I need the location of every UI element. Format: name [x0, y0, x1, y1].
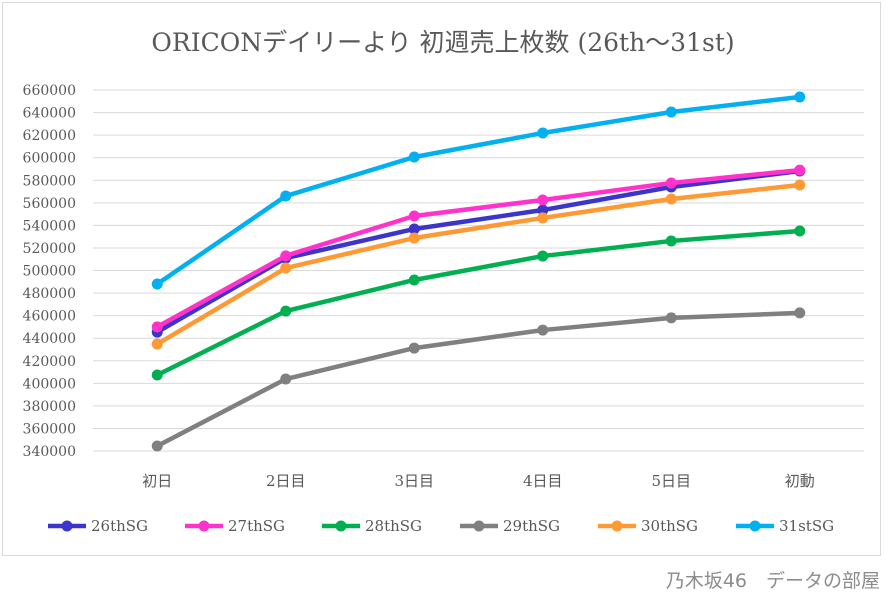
- legend-marker-28thSG: [335, 520, 347, 532]
- x-tick-label: 2日目: [266, 472, 306, 490]
- data-point-30thSG: [151, 338, 163, 350]
- y-tick-label: 360000: [23, 421, 76, 437]
- x-tick-label: 5日目: [651, 472, 691, 490]
- data-point-30thSG: [665, 193, 677, 205]
- data-point-30thSG: [280, 262, 292, 274]
- watermark: 乃木坂46 データの部屋: [665, 570, 880, 592]
- data-point-28thSG: [665, 235, 677, 247]
- data-point-27thSG: [280, 250, 292, 262]
- x-tick-label: 初動: [785, 472, 815, 490]
- legend-marker-27thSG: [198, 520, 210, 532]
- legend-label: 30thSG: [641, 517, 698, 535]
- y-tick-label: 480000: [23, 286, 76, 302]
- y-tick-label: 460000: [23, 309, 76, 325]
- data-point-27thSG: [537, 194, 549, 206]
- data-point-30thSG: [408, 232, 420, 244]
- chart-title: ORICONデイリーより 初週売上枚数 (26th〜31st): [151, 28, 734, 57]
- data-point-28thSG: [794, 225, 806, 237]
- series-line-26thSG: [156, 168, 801, 335]
- series-line-27thSG: [156, 167, 800, 329]
- data-point-29thSG: [280, 373, 292, 385]
- data-point-31stSG: [280, 190, 292, 202]
- legend-marker-31stSG: [749, 520, 761, 532]
- y-tick-label: 340000: [23, 444, 76, 460]
- data-point-30thSG: [537, 212, 549, 224]
- data-point-29thSG: [665, 312, 677, 324]
- data-point-29thSG: [408, 342, 420, 354]
- legend-marker-26thSG: [61, 520, 73, 532]
- data-point-28thSG: [408, 274, 420, 286]
- y-tick-label: 400000: [23, 376, 76, 392]
- data-point-31stSG: [794, 91, 806, 103]
- y-tick-label: 440000: [23, 331, 76, 347]
- x-tick-label: 初日: [142, 472, 172, 490]
- legend-marker-30thSG: [611, 520, 623, 532]
- data-point-26thSG: [408, 223, 420, 235]
- chart-frame: [2, 2, 881, 556]
- data-point-30thSG: [794, 179, 806, 191]
- y-tick-label: 540000: [23, 218, 76, 234]
- data-point-28thSG: [280, 305, 292, 317]
- data-point-27thSG: [408, 210, 420, 222]
- y-tick-label: 560000: [23, 196, 76, 212]
- series-line-30thSG: [156, 182, 800, 346]
- legend-label: 31stSG: [779, 517, 834, 535]
- x-tick-label: 4日目: [523, 472, 563, 490]
- legend-label: 26thSG: [91, 517, 148, 535]
- y-tick-label: 520000: [23, 241, 76, 257]
- data-point-27thSG: [794, 164, 806, 176]
- legend-marker-29thSG: [473, 520, 485, 532]
- data-point-31stSG: [151, 278, 163, 290]
- y-tick-label: 660000: [23, 83, 76, 99]
- series-line-28thSG: [156, 228, 800, 377]
- legend-label: 28thSG: [365, 517, 422, 535]
- data-point-31stSG: [665, 106, 677, 118]
- y-tick-label: 600000: [23, 151, 76, 167]
- data-point-28thSG: [537, 250, 549, 262]
- data-point-29thSG: [537, 324, 549, 336]
- y-tick-label: 500000: [23, 264, 76, 280]
- y-tick-label: 620000: [23, 128, 76, 144]
- data-point-29thSG: [794, 307, 806, 319]
- series-line-31stSG: [155, 94, 801, 286]
- y-tick-label: 580000: [23, 173, 76, 189]
- data-point-28thSG: [151, 369, 163, 381]
- data-point-29thSG: [151, 440, 163, 452]
- y-tick-label: 640000: [23, 106, 76, 122]
- data-point-27thSG: [665, 177, 677, 189]
- y-tick-label: 380000: [23, 399, 76, 415]
- data-point-31stSG: [408, 151, 420, 163]
- legend-label: 27thSG: [228, 517, 285, 535]
- y-tick-label: 420000: [23, 354, 76, 370]
- legend-label: 29thSG: [503, 517, 560, 535]
- data-point-27thSG: [151, 321, 163, 333]
- data-point-26thSG: [537, 204, 549, 216]
- x-tick-label: 3日目: [394, 472, 434, 490]
- data-point-31stSG: [537, 127, 549, 139]
- series-line-29thSG: [156, 310, 800, 449]
